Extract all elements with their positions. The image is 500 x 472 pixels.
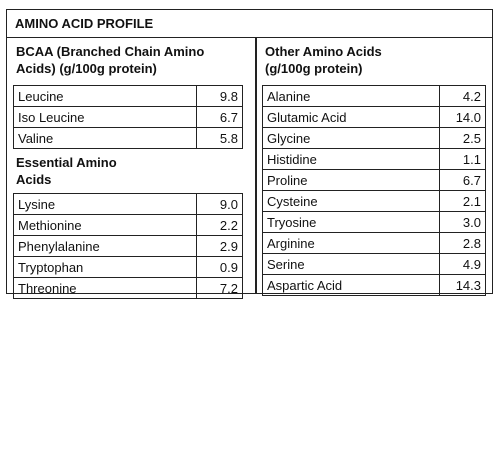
amino-name: Leucine bbox=[13, 85, 197, 107]
right-column: Other Amino Acids (g/100g protein) Alani… bbox=[262, 38, 486, 296]
bcaa-heading-line2: Acids) (g/100g protein) bbox=[16, 61, 157, 76]
amino-name: Glutamic Acid bbox=[262, 106, 440, 128]
amino-value: 4.9 bbox=[439, 253, 486, 275]
table-row: Lysine 9.0 bbox=[13, 193, 243, 215]
table-row: Proline 6.7 bbox=[262, 169, 486, 191]
table-title: AMINO ACID PROFILE bbox=[7, 10, 492, 38]
amino-name: Threonine bbox=[13, 277, 197, 299]
table-row: Aspartic Acid 14.3 bbox=[262, 274, 486, 296]
table-row: Methionine 2.2 bbox=[13, 214, 243, 236]
amino-value: 3.0 bbox=[439, 211, 486, 233]
amino-name: Valine bbox=[13, 127, 197, 149]
table-row: Leucine 9.8 bbox=[13, 85, 243, 107]
table-row: Cysteine 2.1 bbox=[262, 190, 486, 212]
amino-name: Cysteine bbox=[262, 190, 440, 212]
table-row: Phenylalanine 2.9 bbox=[13, 235, 243, 257]
other-heading-line1: Other Amino Acids bbox=[265, 44, 382, 59]
amino-value: 14.3 bbox=[439, 274, 486, 296]
amino-value: 9.0 bbox=[196, 193, 243, 215]
amino-name: Proline bbox=[262, 169, 440, 191]
amino-name: Arginine bbox=[262, 232, 440, 254]
amino-name: Histidine bbox=[262, 148, 440, 170]
amino-value: 6.7 bbox=[439, 169, 486, 191]
amino-value: 0.9 bbox=[196, 256, 243, 278]
amino-value: 4.2 bbox=[439, 85, 486, 107]
essential-table: Lysine 9.0 Methionine 2.2 Phenylalanine … bbox=[13, 193, 243, 299]
amino-value: 2.5 bbox=[439, 127, 486, 149]
table-row: Arginine 2.8 bbox=[262, 232, 486, 254]
table-row: Tryptophan 0.9 bbox=[13, 256, 243, 278]
amino-name: Glycine bbox=[262, 127, 440, 149]
other-table: Alanine 4.2 Glutamic Acid 14.0 Glycine 2… bbox=[262, 85, 486, 296]
table-row: Glycine 2.5 bbox=[262, 127, 486, 149]
amino-name: Phenylalanine bbox=[13, 235, 197, 257]
amino-value: 2.9 bbox=[196, 235, 243, 257]
essential-heading-line1: Essential Amino bbox=[16, 155, 117, 170]
table-row: Serine 4.9 bbox=[262, 253, 486, 275]
amino-name: Aspartic Acid bbox=[262, 274, 440, 296]
amino-name: Tryptophan bbox=[13, 256, 197, 278]
column-divider bbox=[255, 38, 257, 293]
amino-name: Methionine bbox=[13, 214, 197, 236]
table-row: Tryosine 3.0 bbox=[262, 211, 486, 233]
amino-acid-profile-table: AMINO ACID PROFILE BCAA (Branched Chain … bbox=[6, 9, 493, 299]
bcaa-heading: BCAA (Branched Chain Amino Acids) (g/100… bbox=[13, 38, 243, 85]
table-row: Glutamic Acid 14.0 bbox=[262, 106, 486, 128]
left-column: BCAA (Branched Chain Amino Acids) (g/100… bbox=[13, 38, 243, 299]
amino-value: 2.2 bbox=[196, 214, 243, 236]
other-heading: Other Amino Acids (g/100g protein) bbox=[262, 38, 486, 85]
amino-value: 1.1 bbox=[439, 148, 486, 170]
table-row: Iso Leucine 6.7 bbox=[13, 106, 243, 128]
amino-value: 6.7 bbox=[196, 106, 243, 128]
table-row: Histidine 1.1 bbox=[262, 148, 486, 170]
amino-value: 2.8 bbox=[439, 232, 486, 254]
essential-heading: Essential Amino Acids bbox=[13, 149, 243, 193]
amino-value: 5.8 bbox=[196, 127, 243, 149]
essential-heading-line2: Acids bbox=[16, 172, 52, 187]
amino-value: 14.0 bbox=[439, 106, 486, 128]
amino-name: Serine bbox=[262, 253, 440, 275]
other-heading-line2: (g/100g protein) bbox=[265, 61, 363, 76]
table-row: Alanine 4.2 bbox=[262, 85, 486, 107]
table-row: Threonine 7.2 bbox=[13, 277, 243, 299]
amino-name: Alanine bbox=[262, 85, 440, 107]
amino-value: 2.1 bbox=[439, 190, 486, 212]
amino-name: Tryosine bbox=[262, 211, 440, 233]
amino-value: 9.8 bbox=[196, 85, 243, 107]
bcaa-heading-line1: BCAA (Branched Chain Amino bbox=[16, 44, 205, 59]
bcaa-table: Leucine 9.8 Iso Leucine 6.7 Valine 5.8 bbox=[13, 85, 243, 149]
amino-value: 7.2 bbox=[196, 277, 243, 299]
amino-name: Iso Leucine bbox=[13, 106, 197, 128]
table-row: Valine 5.8 bbox=[13, 127, 243, 149]
amino-name: Lysine bbox=[13, 193, 197, 215]
